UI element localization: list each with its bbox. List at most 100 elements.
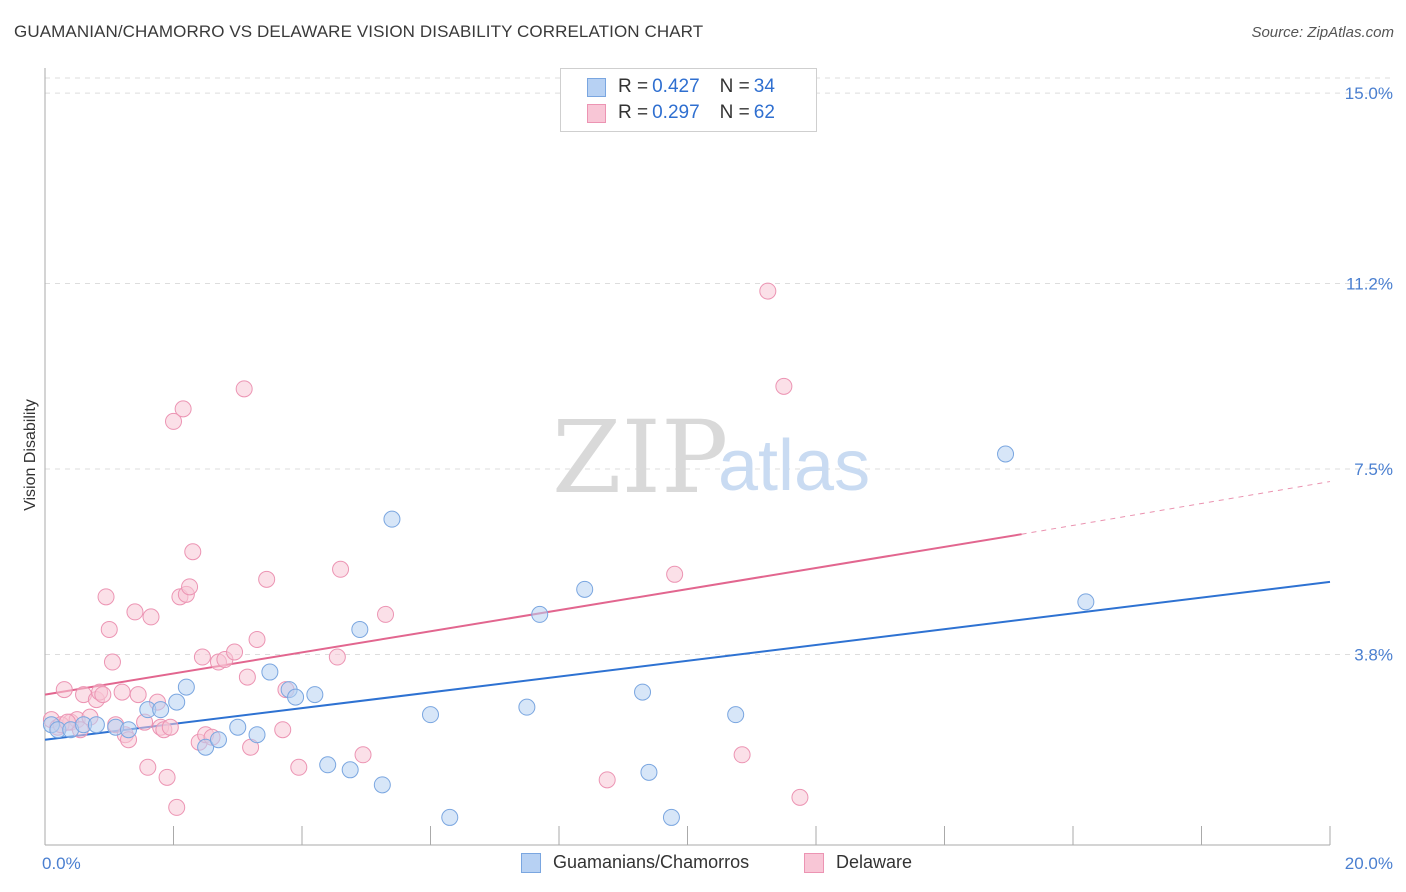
point-guamanian: [168, 693, 186, 711]
point-guamanian: [209, 731, 227, 749]
point-guamanian: [229, 718, 247, 736]
point-delaware: [126, 603, 144, 621]
point-guamanian: [1077, 593, 1095, 611]
point-delaware: [248, 630, 266, 648]
point-guamanian: [518, 698, 536, 716]
point-delaware: [354, 746, 372, 764]
point-guamanian: [640, 763, 658, 781]
point-delaware: [290, 758, 308, 776]
point-guamanian: [422, 706, 439, 724]
point-guamanian: [120, 721, 138, 739]
point-delaware: [666, 565, 684, 583]
point-delaware: [328, 648, 346, 666]
point-delaware: [332, 560, 350, 578]
point-delaware: [274, 721, 292, 739]
point-delaware: [94, 686, 112, 704]
data-points: [42, 282, 1095, 826]
watermark-atlas: atlas: [718, 426, 870, 506]
legend-n-value: 34: [753, 76, 775, 97]
point-guamanian: [373, 776, 391, 794]
point-guamanian: [306, 686, 324, 704]
bottom-legend-guamanian: Guamanians/Chamorros: [521, 852, 749, 873]
y-tick-label: 3.8%: [1354, 646, 1393, 665]
point-guamanian: [634, 683, 652, 701]
point-delaware: [181, 578, 199, 596]
point-delaware: [55, 681, 73, 699]
y-tick-label: 7.5%: [1354, 460, 1393, 479]
trend-line-delaware-extension: [1021, 481, 1331, 535]
legend-n-label: N =: [719, 102, 750, 123]
legend-row-guamanian: R = 0.427 N = 34: [587, 75, 775, 99]
point-delaware: [139, 758, 157, 776]
trend-line-guamanian: [44, 580, 1331, 741]
point-delaware: [113, 683, 131, 701]
chart-title: GUAMANIAN/CHAMORRO VS DELAWARE VISION DI…: [14, 22, 704, 41]
point-delaware: [598, 771, 616, 789]
point-guamanian: [87, 716, 105, 734]
point-delaware: [161, 718, 179, 736]
legend-swatch-blue: [587, 77, 606, 97]
point-delaware: [142, 608, 160, 626]
point-guamanian: [441, 808, 459, 826]
legend-row-delaware: R = 0.297 N = 62: [587, 101, 775, 125]
legend: R = 0.427 N = 34 R = 0.297 N = 62: [560, 68, 817, 132]
point-delaware: [377, 605, 395, 623]
point-delaware: [100, 620, 118, 638]
point-delaware: [238, 668, 256, 686]
point-delaware: [174, 400, 192, 418]
y-axis-label: Vision Disability: [22, 399, 39, 511]
legend-n-label: N =: [719, 76, 750, 97]
point-guamanian: [248, 726, 266, 744]
legend-r-value: 0.297: [652, 102, 700, 123]
point-delaware: [168, 798, 186, 816]
point-delaware: [226, 643, 244, 661]
point-delaware: [235, 380, 253, 398]
point-guamanian: [261, 663, 279, 681]
point-delaware: [129, 686, 147, 704]
point-delaware: [165, 412, 182, 430]
trend-lines: [44, 481, 1331, 741]
grid-lines: [45, 77, 1392, 656]
legend-n-value: 62: [753, 102, 775, 123]
legend-swatch-pink: [587, 103, 606, 123]
point-delaware: [733, 746, 751, 764]
point-guamanian: [351, 620, 369, 638]
tick-labels: 3.8% 7.5% 11.2% 15.0% 0.0% 20.0%: [42, 84, 1393, 873]
point-guamanian: [197, 738, 215, 756]
point-guamanian: [727, 706, 745, 724]
point-guamanian: [576, 580, 594, 598]
bottom-legend-swatch-blue: [521, 852, 541, 873]
point-guamanian: [287, 688, 305, 706]
point-delaware: [193, 648, 211, 666]
point-delaware: [759, 282, 777, 300]
legend-r-value: 0.427: [652, 76, 700, 97]
point-guamanian: [997, 445, 1015, 463]
x-tick-label: 20.0%: [1345, 854, 1393, 873]
point-delaware: [103, 653, 121, 671]
bottom-legend-label: Guamanians/Chamorros: [553, 852, 750, 872]
point-guamanian: [531, 605, 549, 623]
y-tick-label: 15.0%: [1345, 84, 1393, 103]
bottom-legend-delaware: Delaware: [804, 852, 912, 873]
bottom-legend-label: Delaware: [836, 852, 913, 872]
point-guamanian: [152, 701, 170, 719]
point-delaware: [158, 768, 176, 786]
x-tick-label: 0.0%: [42, 854, 81, 873]
point-guamanian: [319, 756, 337, 774]
point-guamanian: [662, 808, 680, 826]
point-guamanian: [341, 761, 359, 779]
legend-r-label: R =: [618, 102, 649, 123]
point-delaware: [791, 788, 809, 806]
point-delaware: [775, 377, 793, 395]
point-delaware: [258, 570, 276, 588]
legend-r-label: R =: [618, 76, 649, 97]
point-guamanian: [177, 678, 195, 696]
point-guamanian: [383, 510, 401, 528]
y-tick-label: 11.2%: [1346, 275, 1393, 294]
watermark-zip: ZIP: [552, 399, 728, 516]
point-delaware: [97, 588, 115, 606]
point-delaware: [184, 543, 202, 561]
bottom-legend-swatch-pink: [804, 852, 824, 873]
source-label: Source: ZipAtlas.com: [1251, 24, 1394, 41]
